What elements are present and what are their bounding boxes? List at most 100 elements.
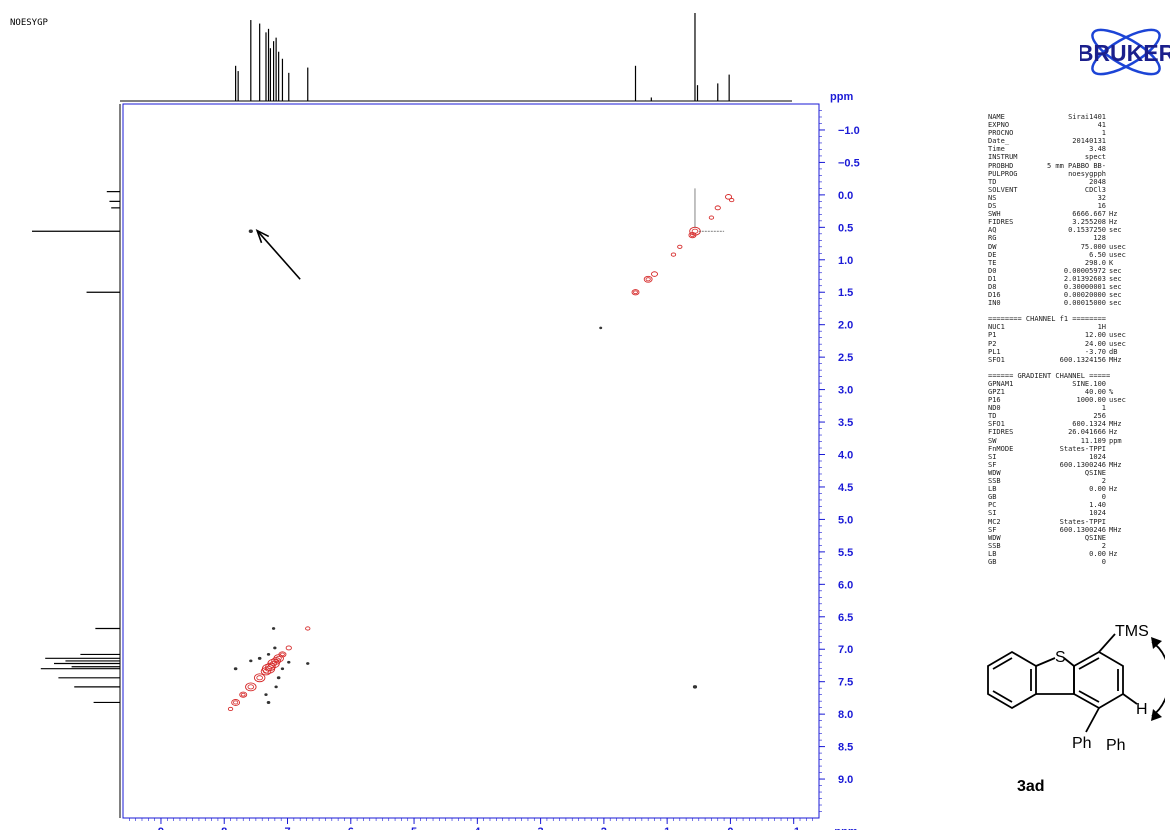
noe-arrow-annotation: [255, 228, 301, 280]
parameter-name: WDW: [988, 533, 1001, 542]
y-tick-label: 5.5: [838, 547, 853, 559]
parameter-row: GPZ1 40.00%: [988, 388, 1168, 396]
parameter-name: WDW: [988, 468, 1001, 477]
diagonal-peak-inner: [233, 700, 239, 705]
parameter-unit: Hz: [1109, 549, 1118, 558]
parameter-row: SOLVENT CDCl3: [988, 186, 1168, 194]
cross-peak: [266, 653, 271, 656]
parameter-value: 600.1300246: [1059, 525, 1106, 534]
diagonal-peak-inner: [645, 277, 651, 282]
diagonal-peak: [239, 691, 248, 698]
parameter-name: GPZ1: [988, 388, 1005, 396]
x-tick-label: 1: [664, 826, 670, 830]
parameter-name: LB: [988, 485, 997, 494]
parameter-row: D16 0.00020000 sec: [988, 291, 1168, 299]
parameter-row: SFO1 600.1324156 MHz: [988, 356, 1168, 364]
parameter-name: D8: [988, 282, 997, 291]
x-tick-label: 3: [538, 826, 544, 830]
parameter-row: FIDRES 3.255208 Hz: [988, 218, 1168, 226]
experiment-label: NOESYGP: [10, 18, 48, 28]
x-tick-label: 4: [474, 826, 481, 830]
parameter-name: EXPNO: [988, 121, 1010, 130]
parameter-row: PULPROG noesygpph: [988, 170, 1168, 178]
parameter-row: SI 1024: [988, 453, 1168, 461]
parameter-value: spect: [1084, 153, 1106, 162]
parameter-row: SSB 2: [988, 477, 1168, 485]
cross-peak: [248, 229, 253, 233]
y-axis-label: ppm: [830, 91, 853, 103]
parameter-row: GPNAM1 SINE.100: [988, 380, 1168, 388]
cross-peak: [249, 659, 253, 663]
parameter-name: D16: [988, 291, 1001, 300]
parameter-row: LB 0.00 Hz: [988, 550, 1168, 558]
diagonal-peak: [285, 645, 292, 651]
parameter-row: FnMODE States-TPPI: [988, 445, 1168, 453]
parameter-row: TD 256: [988, 412, 1168, 420]
parameter-row: SF 600.1300246 MHz: [988, 526, 1168, 534]
parameter-name: Date_: [988, 137, 1010, 146]
diagonal-peak: [231, 699, 241, 706]
parameter-name: NS: [988, 193, 997, 202]
arrowhead-top: [1151, 637, 1162, 649]
parameter-name: NUC1: [988, 323, 1005, 332]
parameter-value: 3.48: [1089, 145, 1106, 154]
parameter-name: Time: [988, 145, 1005, 154]
diagonal-peak: [271, 657, 281, 665]
parameter-row: AQ 0.1537250 sec: [988, 226, 1168, 234]
parameter-value: 0.00020000: [1063, 291, 1106, 300]
parameter-row: SW 11.109 ppm: [988, 437, 1168, 445]
parameter-row: DW 75.000 usec: [988, 243, 1168, 251]
contour-peaks: [227, 188, 735, 712]
parameter-unit: Hz: [1109, 218, 1118, 227]
parameter-value: 1: [1101, 129, 1106, 138]
compound-label: 3ad: [1017, 778, 1045, 795]
parameter-unit: sec: [1109, 291, 1122, 300]
parameter-row: PC 1.40: [988, 501, 1168, 509]
parameter-unit: usec: [1109, 242, 1126, 251]
parameter-value: 0: [1101, 557, 1106, 566]
parameter-row: LB 0.00 Hz: [988, 485, 1168, 493]
y-tick-label: −1.0: [838, 125, 860, 137]
parameter-name: D1: [988, 274, 997, 283]
parameter-name: FIDRES: [988, 218, 1014, 227]
diagonal-peak: [260, 667, 272, 676]
cross-peak: [692, 685, 698, 689]
parameter-name: SI: [988, 509, 997, 518]
diagonal-peak-inner: [256, 675, 263, 681]
diagonal-peak: [708, 215, 715, 220]
parameter-name: P1: [988, 331, 997, 340]
arrowhead-bottom: [1151, 709, 1162, 721]
parameter-name: SSB: [988, 477, 1001, 486]
parameter-row: FIDRES 26.041666 Hz: [988, 428, 1168, 436]
parameter-name: PC: [988, 501, 997, 510]
parameter-value: 0.00: [1089, 485, 1106, 494]
parameter-name: DE: [988, 250, 997, 259]
parameter-value: 298.0: [1084, 258, 1106, 267]
x-tick-label: 8: [221, 826, 227, 830]
plot-frame: [122, 103, 820, 819]
cross-peak: [273, 646, 277, 650]
parameter-value: 600.1324156: [1059, 355, 1106, 364]
parameter-value: 1024: [1089, 452, 1106, 461]
parameter-row: ND0 1: [988, 404, 1168, 412]
parameter-name: FIDRES: [988, 428, 1014, 437]
y-tick-label: 8.0: [838, 709, 853, 721]
parameter-name: FnMODE: [988, 444, 1014, 453]
parameter-row: SWH 6666.667 Hz: [988, 210, 1168, 218]
parameter-name: SFO1: [988, 420, 1005, 429]
y-tick-label: 9.0: [838, 774, 853, 786]
parameter-name: P16: [988, 396, 1001, 405]
parameter-row: Time 3.48: [988, 145, 1168, 153]
parameter-row: P2 24.00 usec: [988, 340, 1168, 348]
parameter-name: SFO1: [988, 355, 1005, 364]
parameter-row: NAME Sirai1401: [988, 113, 1168, 121]
parameter-name: P2: [988, 339, 997, 348]
parameter-value: 0.1537250: [1068, 226, 1106, 235]
parameter-row: TE 298.0 K: [988, 259, 1168, 267]
diagonal-peak: [714, 205, 721, 211]
parameter-unit: sec: [1109, 299, 1122, 308]
f2-projection: [120, 13, 792, 102]
channel-f1-header: ======== CHANNEL f1 ========: [988, 315, 1107, 324]
parameter-unit: MHz: [1109, 355, 1122, 364]
